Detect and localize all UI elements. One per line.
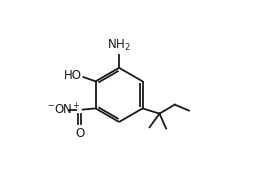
Text: HO: HO <box>64 69 82 82</box>
Text: N$^+$: N$^+$ <box>62 102 81 117</box>
Text: O: O <box>75 127 84 140</box>
Text: NH$_2$: NH$_2$ <box>107 38 131 53</box>
Text: $^{-}$O: $^{-}$O <box>47 103 65 116</box>
